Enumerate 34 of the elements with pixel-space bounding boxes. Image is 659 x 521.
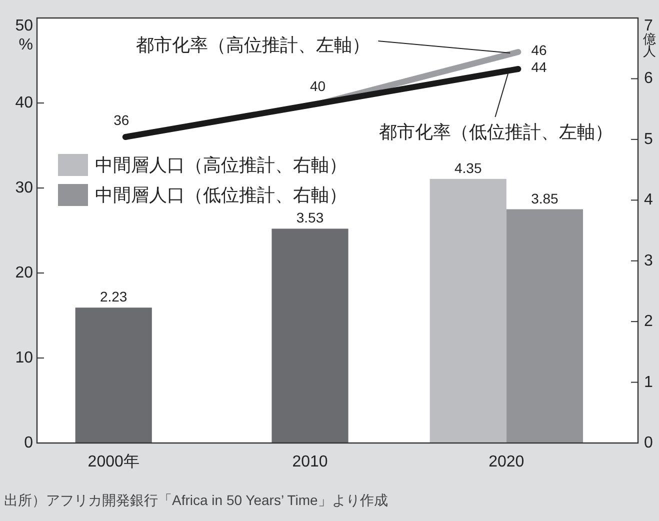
data-label: 44 <box>531 59 547 75</box>
data-label: 3.85 <box>531 190 559 206</box>
y-tick-label: 0 <box>24 434 34 452</box>
y-tick-label: 30 <box>15 180 34 196</box>
y-tick-label: 50 <box>15 18 34 34</box>
y2-tick-label: 3 <box>644 252 653 270</box>
data-label: 36 <box>114 112 130 128</box>
y2-tick-label: 1 <box>644 374 653 391</box>
data-label: 4.35 <box>454 160 482 176</box>
y-tick-label: 20 <box>15 264 34 282</box>
series-label: 都市化率（低位推計、左軸） <box>379 122 614 142</box>
y-axis-title: % <box>18 36 33 54</box>
y2-tick-label: 0 <box>644 434 653 452</box>
y2-tick-label: 4 <box>644 192 653 209</box>
text: 出所）アフリカ開発銀行「Africa in 50 Years’ Time」より作成 <box>4 492 388 508</box>
x-tick-label: 2020 <box>488 454 524 470</box>
data-label: 46 <box>531 42 547 58</box>
x-tick-label: 2010 <box>292 454 328 470</box>
y2-tick-label: 5 <box>644 130 653 148</box>
y2-tick-label: 2 <box>644 313 653 330</box>
legend-label: 中間層人口（低位推計、右軸） <box>95 185 347 205</box>
data-label: 2.23 <box>100 288 128 305</box>
data-label: 40 <box>310 78 326 94</box>
bar <box>430 178 506 443</box>
bar <box>506 209 584 443</box>
bar <box>75 308 152 443</box>
y2-tick-label: 6 <box>644 70 653 88</box>
y-tick-label: 40 <box>15 94 34 112</box>
x-tick-label: 2000年 <box>88 454 140 470</box>
y2-axis-title: 億人 <box>643 32 656 58</box>
series-label: 都市化率（高位推計、左軸） <box>136 35 370 55</box>
y-tick-label: 10 <box>15 350 34 366</box>
legend-label: 中間層人口（高位推計、右軸） <box>95 155 347 175</box>
data-label: 3.53 <box>296 210 324 226</box>
